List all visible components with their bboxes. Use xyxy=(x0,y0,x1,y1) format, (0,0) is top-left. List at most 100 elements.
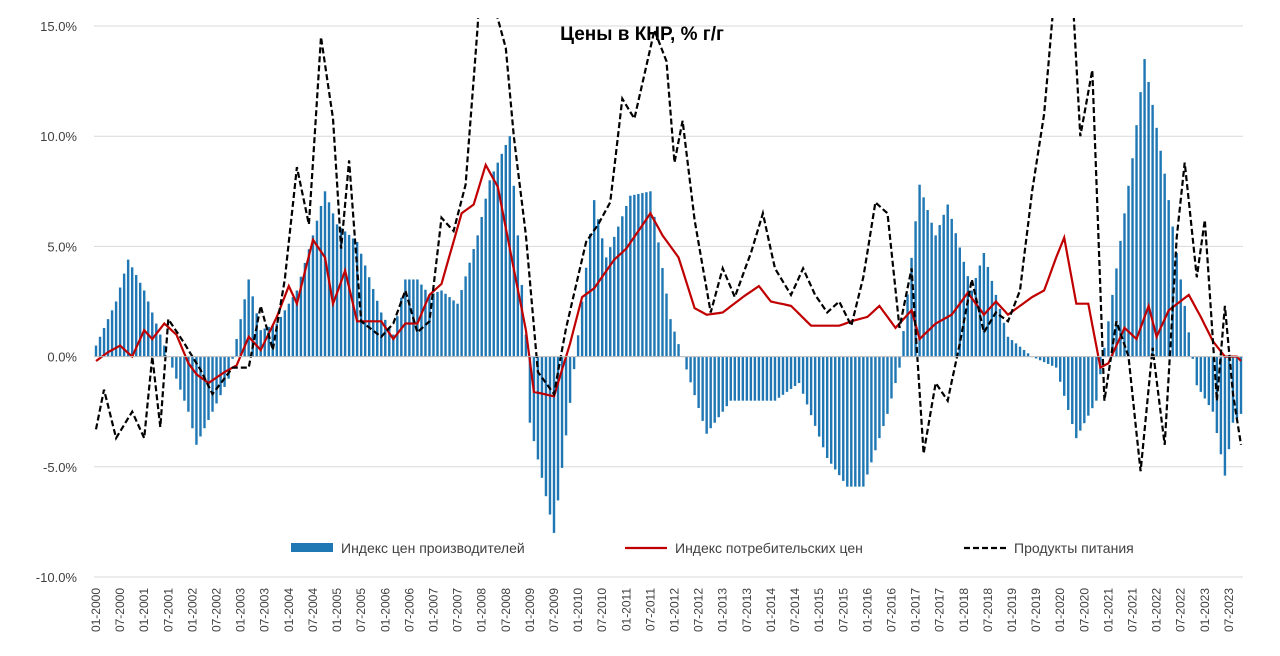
ppi-bar xyxy=(106,319,110,357)
ppi-bar xyxy=(757,356,761,401)
ppi-bar xyxy=(902,331,905,357)
ppi-bar xyxy=(428,294,431,357)
ppi-bar xyxy=(1063,356,1066,396)
ppi-bar xyxy=(544,356,548,497)
ppi-bar xyxy=(420,284,423,357)
x-tick-label: 07-2021 xyxy=(1126,588,1140,632)
ppi-bar xyxy=(649,191,652,357)
ppi-bar xyxy=(934,235,937,357)
y-tick-label: 15.0% xyxy=(40,19,77,34)
gridlines xyxy=(94,25,1243,578)
ppi-bar xyxy=(460,290,463,357)
ppi-bar xyxy=(890,356,893,399)
ppi-bar xyxy=(1191,356,1194,359)
x-tick-label: 01-2013 xyxy=(716,588,730,632)
x-tick-label: 01-2000 xyxy=(89,588,103,632)
x-axis: 01-2000 07-2000 01-2001 07-2001 01-2002 07-20… xyxy=(89,588,1236,632)
ppi-bar xyxy=(633,194,636,357)
ppi-bar xyxy=(974,277,978,357)
x-tick-label: 01-2011 xyxy=(619,588,633,631)
ppi-bar xyxy=(870,356,873,463)
ppi-bar xyxy=(556,356,560,501)
x-tick-label: 07-2015 xyxy=(836,588,850,632)
ppi-bar xyxy=(1131,158,1134,357)
ppi-bar xyxy=(536,356,540,460)
ppi-bar xyxy=(669,319,672,357)
x-tick-label: 01-2007 xyxy=(426,588,440,632)
x-tick-label: 07-2017 xyxy=(933,588,947,632)
ppi-bar xyxy=(311,235,315,357)
ppi-bar xyxy=(299,276,303,357)
legend-label-ppi: Индекс цен производителей xyxy=(341,540,525,556)
ppi-bar xyxy=(1195,356,1199,386)
ppi-bar xyxy=(199,356,202,437)
ppi-bar xyxy=(247,279,250,357)
ppi-bar xyxy=(596,219,600,357)
ppi-bar xyxy=(793,356,797,386)
ppi-bar xyxy=(1107,321,1110,357)
ppi-bar xyxy=(830,356,833,464)
ppi-bar xyxy=(665,293,668,357)
ppi-bar xyxy=(231,356,234,359)
ppi-bar xyxy=(203,356,206,429)
ppi-bar xyxy=(1046,356,1050,364)
ppi-bar xyxy=(1135,125,1138,357)
x-tick-label: 01-2019 xyxy=(1005,588,1019,632)
x-tick-label: 01-2006 xyxy=(378,588,392,632)
ppi-bar xyxy=(396,316,399,357)
ppi-bar xyxy=(733,356,736,401)
x-tick-label: 07-2011 xyxy=(643,588,657,631)
ppi-bar xyxy=(677,344,680,357)
x-tick-label: 01-2016 xyxy=(860,588,874,632)
cpi-line xyxy=(95,162,1242,398)
ppi-bar xyxy=(882,356,885,427)
x-tick-label: 07-2010 xyxy=(595,588,609,632)
ppi-bar xyxy=(962,261,965,357)
x-tick-label: 07-2008 xyxy=(499,588,513,632)
ppi-bar xyxy=(609,247,612,357)
ppi-bar xyxy=(1119,240,1122,357)
x-tick-label: 07-2013 xyxy=(740,588,754,632)
ppi-bar xyxy=(323,191,327,357)
x-tick-label: 07-2004 xyxy=(306,588,320,632)
ppi-bar xyxy=(1010,340,1014,357)
ppi-bar xyxy=(520,284,524,357)
ppi-bar xyxy=(484,198,487,357)
ppi-bar xyxy=(267,326,270,357)
ppi-bar xyxy=(432,293,435,357)
ppi-bar xyxy=(179,356,182,390)
ppi-bar xyxy=(343,231,347,357)
ppi-bar xyxy=(629,195,632,357)
x-tick-label: 07-2000 xyxy=(113,588,127,632)
ppi-bar xyxy=(661,267,664,357)
ppi-bar xyxy=(319,205,323,357)
ppi-bar xyxy=(564,356,568,436)
ppi-bar xyxy=(1067,356,1070,410)
ppi-bar xyxy=(347,234,351,357)
ppi-bar xyxy=(548,356,552,515)
ppi-bar xyxy=(102,327,106,357)
ppi-bar xyxy=(1087,356,1090,416)
ppi-bar xyxy=(1103,347,1106,357)
ppi-bar xyxy=(464,276,467,357)
x-tick-label: 01-2020 xyxy=(1053,588,1067,632)
ppi-bar xyxy=(605,257,608,357)
ppi-bar xyxy=(970,290,974,357)
ppi-bar xyxy=(122,273,126,357)
ppi-bar xyxy=(363,265,367,357)
ppi-bar xyxy=(239,319,242,357)
ppi-bar xyxy=(452,300,455,357)
ppi-bar xyxy=(990,280,994,357)
ppi-bar xyxy=(287,303,291,357)
food-line xyxy=(94,18,1243,472)
ppi-bar xyxy=(950,218,953,357)
ppi-bar xyxy=(552,356,556,533)
ppi-bar xyxy=(878,356,881,439)
y-tick-label: 0.0% xyxy=(47,350,77,365)
ppi-bar xyxy=(275,323,279,357)
ppi-bar xyxy=(392,334,395,357)
ppi-bar xyxy=(472,249,475,357)
ppi-bar xyxy=(1018,346,1022,357)
x-tick-label: 01-2001 xyxy=(137,588,151,632)
